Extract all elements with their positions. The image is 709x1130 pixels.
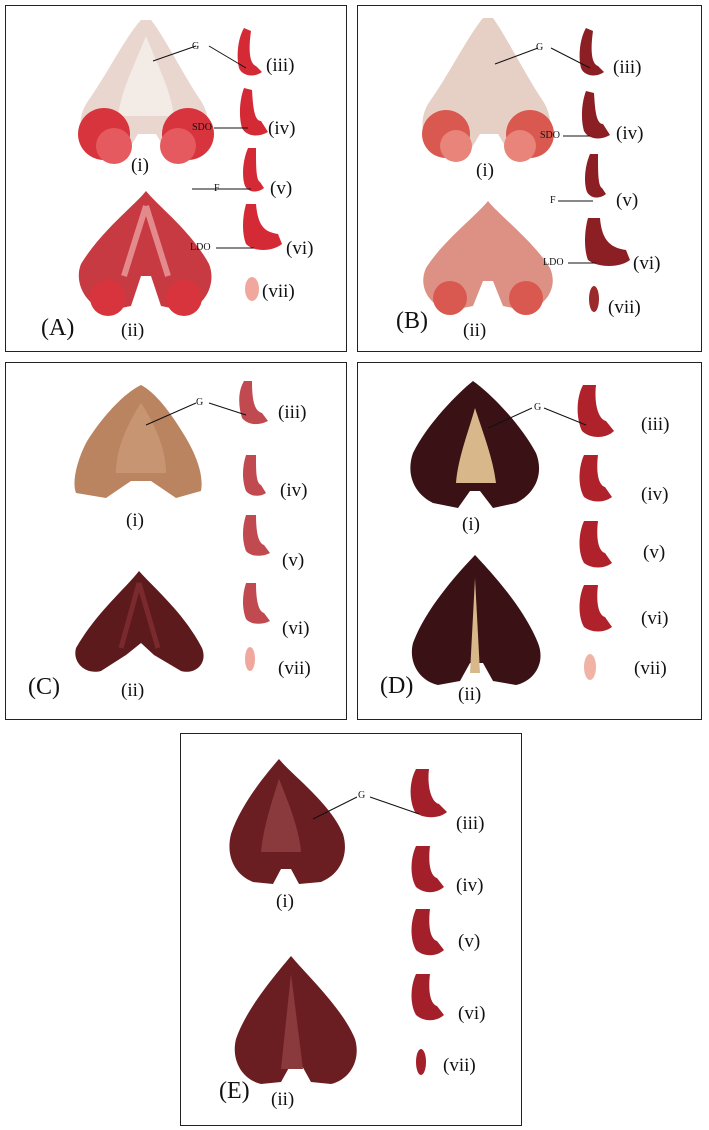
panel-letter-d: (D) — [380, 673, 414, 699]
panel-c: G (i) (ii) (iii) (iv) (v) (vi) (vii) (C) — [5, 362, 347, 720]
label-d-iv: (iv) — [641, 484, 669, 505]
label-e-vii: (vii) — [443, 1055, 476, 1076]
gill-d-iii — [577, 385, 614, 437]
gill-a-vii — [245, 277, 259, 301]
annotation-b-g: G — [536, 42, 544, 53]
specimen-e-i — [229, 759, 345, 884]
gill-b-iii — [579, 28, 604, 76]
label-c-v: (v) — [282, 550, 305, 571]
annotation-a-g: G — [192, 41, 200, 52]
gill-e-vi — [411, 974, 444, 1021]
panel-letter-c: (C) — [28, 674, 60, 700]
label-a-vii: (vii) — [262, 281, 295, 302]
label-d-vi: (vi) — [641, 608, 669, 629]
gill-b-v — [585, 154, 606, 198]
annotation-a-ldo: LDO — [190, 242, 211, 253]
gill-b-vi — [585, 218, 630, 266]
label-c-i: (i) — [126, 510, 144, 531]
gill-a-vi — [243, 204, 282, 250]
label-b-vii: (vii) — [608, 297, 641, 318]
label-c-iv: (iv) — [280, 480, 308, 501]
label-e-iii: (iii) — [456, 813, 485, 834]
label-b-ii: (ii) — [463, 320, 487, 341]
label-a-vi: (vi) — [286, 238, 314, 259]
annotation-a-sdo: SDO — [192, 122, 213, 133]
specimen-d-i — [410, 381, 540, 508]
label-b-vi: (vi) — [633, 253, 661, 274]
annotation-b-ldo: LDO — [543, 257, 564, 268]
gill-e-vii — [416, 1049, 426, 1075]
label-d-ii: (ii) — [458, 684, 482, 705]
specimen-c-i — [74, 385, 202, 498]
panel-d-photos — [410, 381, 614, 685]
specimen-d-ii — [411, 555, 541, 685]
annotation-e-g: G — [358, 790, 366, 801]
annotation-a-f: F — [214, 183, 220, 194]
gill-e-iv — [411, 846, 444, 893]
label-a-iv: (iv) — [268, 118, 296, 139]
panel-b: G SDO F LDO (i) (ii) (iii) (iv) (v) (vi)… — [357, 5, 702, 352]
label-a-ii: (ii) — [121, 320, 145, 341]
panel-e: G (i) (ii) (iii) (iv) (v) (vi) (vii) (E) — [180, 733, 522, 1126]
panel-letter-e: (E) — [219, 1078, 250, 1104]
panel-c-photos — [74, 381, 270, 672]
label-a-v: (v) — [270, 178, 293, 199]
label-e-i: (i) — [276, 891, 294, 912]
label-e-ii: (ii) — [271, 1089, 295, 1110]
label-b-iv: (iv) — [616, 123, 644, 144]
gill-d-vii — [584, 654, 596, 680]
label-c-ii: (ii) — [121, 680, 145, 701]
specimen-b-i — [422, 18, 554, 162]
gill-c-vii — [245, 647, 255, 671]
panel-letter-b: (B) — [396, 308, 428, 334]
annotation-c-g: G — [196, 397, 204, 408]
annotation-d-g: G — [534, 402, 542, 413]
label-b-v: (v) — [616, 190, 639, 211]
gill-a-iv — [239, 88, 268, 136]
annotation-b-f: F — [550, 195, 556, 206]
gill-a-v — [243, 148, 264, 192]
gill-c-iii — [239, 381, 268, 425]
label-c-iii: (iii) — [278, 402, 307, 423]
gill-e-iii — [410, 769, 447, 818]
label-e-vi: (vi) — [458, 1003, 486, 1024]
panel-e-photos — [229, 759, 447, 1084]
specimen-a-i — [78, 20, 214, 164]
label-d-iii: (iii) — [641, 414, 670, 435]
panel-a: G SDO F LDO (i) (ii) (iii) (iv) (v) (vi)… — [5, 5, 347, 352]
specimen-c-ii — [75, 571, 204, 672]
label-d-v: (v) — [643, 542, 666, 563]
gill-b-iv — [581, 91, 610, 139]
label-b-i: (i) — [476, 160, 494, 181]
gill-d-v — [579, 521, 612, 568]
gill-d-vi — [579, 585, 612, 632]
annotation-b-sdo: SDO — [540, 130, 561, 141]
label-d-i: (i) — [462, 514, 480, 535]
panel-d: G (i) (ii) (iii) (iv) (v) (vi) (vii) (D) — [357, 362, 702, 720]
specimen-a-ii — [78, 191, 212, 316]
specimen-b-ii — [423, 201, 553, 315]
gill-a-iii — [237, 28, 262, 76]
label-b-iii: (iii) — [613, 57, 642, 78]
gill-c-iv — [243, 455, 266, 496]
gill-d-iv — [579, 455, 612, 502]
panel-a-photos — [78, 20, 282, 316]
gill-c-v — [243, 515, 270, 556]
label-c-vi: (vi) — [282, 618, 310, 639]
gill-e-v — [411, 909, 444, 956]
label-a-iii: (iii) — [266, 55, 295, 76]
label-d-vii: (vii) — [634, 658, 667, 679]
panel-letter-a: (A) — [41, 315, 75, 341]
panel-b-photos — [422, 18, 630, 315]
gill-b-vii — [589, 286, 599, 312]
gill-c-vi — [243, 583, 270, 624]
specimen-e-ii — [234, 956, 357, 1084]
label-e-iv: (iv) — [456, 875, 484, 896]
label-e-v: (v) — [458, 931, 481, 952]
label-c-vii: (vii) — [278, 658, 311, 679]
label-a-i: (i) — [131, 155, 149, 176]
